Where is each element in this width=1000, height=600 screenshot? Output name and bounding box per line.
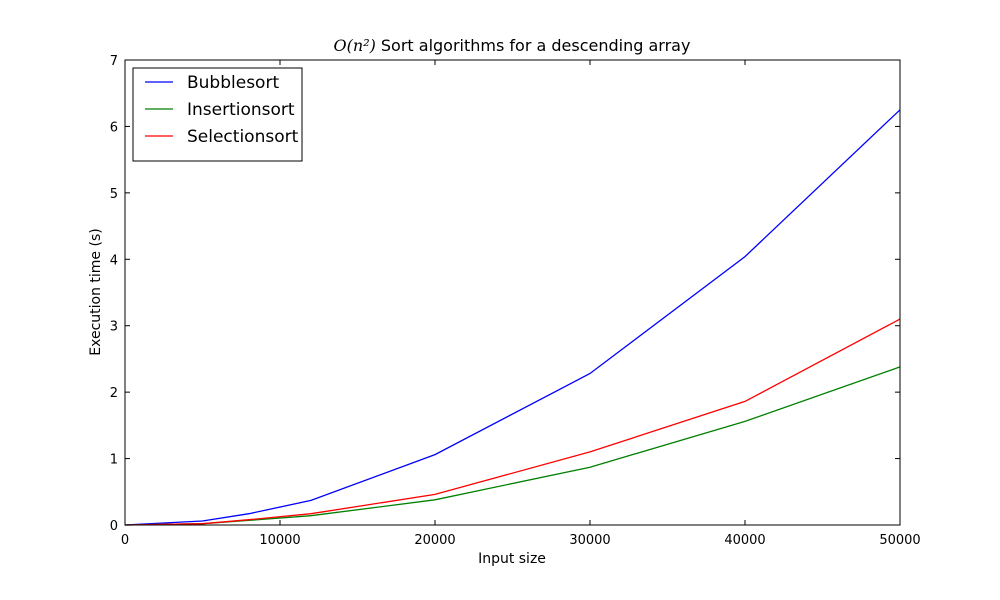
x-tick-label: 50000 [879,533,920,548]
legend-label-selectionsort: Selectionsort [187,127,299,147]
y-tick-label: 1 [110,453,118,468]
y-tick-label: 0 [110,519,118,534]
series-line-selectionsort [124,318,901,526]
y-axis-label: Execution time (s) [88,228,104,355]
x-tick-label: 40000 [724,533,765,548]
y-tick-label: 6 [110,120,118,135]
legend-label-bubblesort: Bubblesort [187,73,279,93]
y-tick-label: 4 [110,253,118,268]
axis-ticks: 0 10000 20000 30000 40000 50000 0 1 2 3 4 5 6 7 [110,54,921,548]
x-tick-label: 0 [121,533,129,548]
chart-title: O(n²) Sort algorithms for a descending ar… [334,36,691,55]
y-tick-label: 7 [110,54,118,69]
plot-frame [124,59,901,526]
plot-area [124,109,901,526]
chart-title-text: Sort algorithms for a descending array [381,36,691,55]
legend-box [132,67,303,162]
y-tick-label: 3 [110,320,118,335]
y-tick-label: 2 [110,386,118,401]
y-tick-label: 5 [110,187,118,202]
chart-title-math: O(n²) [334,36,376,55]
legend: Bubblesort Insertionsort Selectionsort [132,67,303,162]
x-tick-label: 10000 [259,533,300,548]
x-axis-label: Input size [478,551,546,567]
x-tick-label: 20000 [414,533,455,548]
series-line-insertionsort [124,366,901,526]
x-tick-label: 30000 [569,533,610,548]
series-line-bubblesort [124,109,901,526]
legend-label-insertionsort: Insertionsort [187,100,295,120]
